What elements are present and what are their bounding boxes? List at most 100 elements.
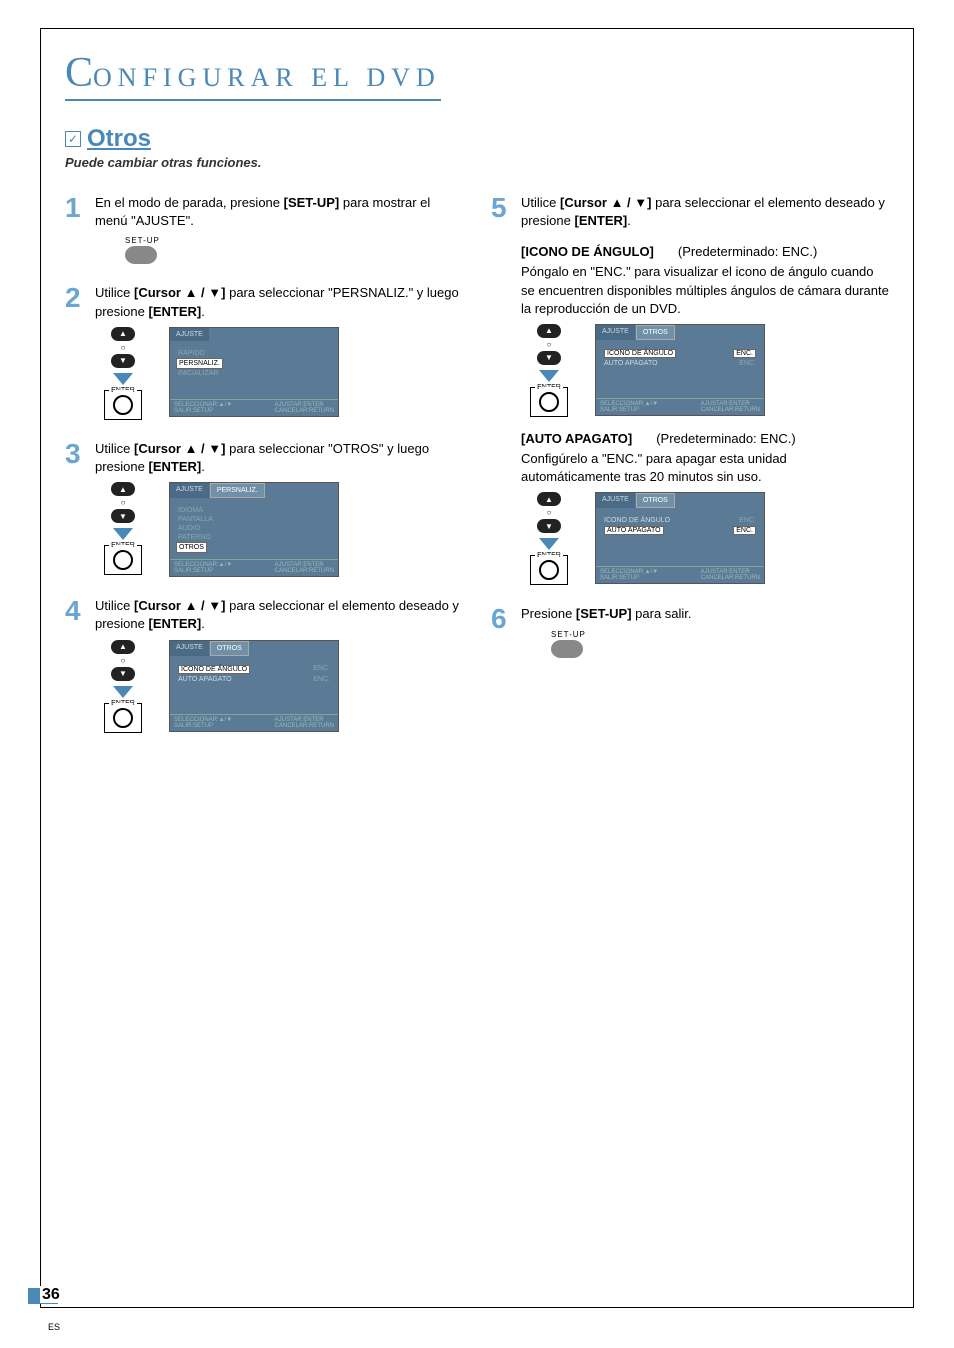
osd-footer-right: AJUSTAR:ENTERCANCELAR:RETURN	[701, 401, 760, 413]
setup-button-icon	[125, 246, 157, 264]
remote-ring-icon: ○	[121, 656, 126, 665]
step: 2Utilice [Cursor ▲ / ▼] para seleccionar…	[65, 284, 463, 419]
osd-footer: SELECCIONAR:▲/▼SALIR:SETUPAJUSTAR:ENTERC…	[170, 559, 338, 576]
osd-item: PERSNALIZ.	[176, 358, 223, 369]
osd-menu: AJUSTEPERSNALIZ.IDIOMAPANTALLAAUDIOPATER…	[169, 482, 339, 577]
remote-enter-label: ENTER	[109, 700, 137, 707]
osd-body: ICONO DE ÁNGULO ENC.AUTO APAGATOENC.	[170, 656, 338, 714]
osd-row-value: ENC.	[733, 349, 756, 358]
otros-header: ✓ Otros	[65, 125, 889, 153]
remote-control: ▲○▼ENTER	[95, 640, 151, 733]
remote-enter-label: ENTER	[109, 387, 137, 394]
remote-ring-icon: ○	[547, 340, 552, 349]
osd-footer-left: SELECCIONAR:▲/▼SALIR:SETUP	[174, 402, 232, 414]
remote-control: ▲○▼ENTER	[95, 327, 151, 420]
osd-row-key: AUTO APAGATO	[604, 526, 664, 535]
osd-row-key: AUTO APAGATO	[178, 676, 232, 683]
remote-osd-row: ▲○▼ENTERAJUSTEOTROSICONO DE ÁNGULOENC.AU…	[521, 492, 889, 585]
osd-row-key: ICONO DE ÁNGULO	[604, 517, 670, 524]
remote-down-button: ▼	[111, 509, 135, 523]
remote-enter-group: ENTER	[530, 555, 568, 585]
right-column: 5Utilice [Cursor ▲ / ▼] para seleccionar…	[491, 194, 889, 753]
step-text: Utilice [Cursor ▲ / ▼] para seleccionar …	[95, 597, 463, 633]
remote-enter-group: ENTER	[104, 703, 142, 733]
osd-row: AUTO APAGATO ENC.	[602, 525, 758, 536]
osd-tab: AJUSTE	[170, 641, 209, 656]
remote-enter-group: ENTER	[530, 387, 568, 417]
osd-footer-left: SELECCIONAR:▲/▼SALIR:SETUP	[600, 569, 658, 581]
arrow-down-icon	[539, 538, 559, 550]
setup-button-group: SET-UP	[551, 630, 889, 658]
step-text: Utilice [Cursor ▲ / ▼] para seleccionar …	[521, 194, 889, 230]
remote-enter-label: ENTER	[109, 542, 137, 549]
osd-tab: AJUSTE	[170, 328, 209, 341]
osd-row-value: ENC.	[733, 526, 756, 535]
osd-menu: AJUSTEOTROSICONO DE ÁNGULOENC.AUTO APAGA…	[595, 492, 765, 584]
osd-tab: OTROS	[210, 641, 249, 656]
step-body: Utilice [Cursor ▲ / ▼] para seleccionar …	[521, 194, 889, 585]
otros-subtitle: Puede cambiar otras funciones.	[65, 155, 889, 170]
osd-row-value: ENC.	[739, 517, 756, 524]
left-column: 1 En el modo de parada, presione [SET-UP]…	[65, 194, 463, 753]
section-title-cap: C	[65, 50, 93, 96]
osd-row: AUTO APAGATOENC.	[176, 675, 332, 684]
osd-row: ICONO DE ÁNGULO ENC.	[176, 664, 332, 675]
step-number: 1	[65, 194, 85, 222]
remote-up-button: ▲	[111, 327, 135, 341]
osd-row: ICONO DE ÁNGULOENC.	[602, 348, 758, 359]
osd-row-key: ICONO DE ÁNGULO	[178, 665, 250, 674]
osd-footer-left: SELECCIONAR:▲/▼SALIR:SETUP	[174, 717, 232, 729]
setup-button-label: SET-UP	[125, 236, 463, 245]
step-body: Utilice [Cursor ▲ / ▼] para seleccionar …	[95, 597, 463, 732]
page-number-value: 36	[40, 1286, 62, 1303]
remote-osd-row: ▲○▼ENTERAJUSTEPERSNALIZ.IDIOMAPANTALLAAU…	[95, 482, 463, 577]
osd-item: PANTALLA	[176, 515, 332, 524]
osd-footer-left: SELECCIONAR:▲/▼SALIR:SETUP	[174, 562, 232, 574]
page-lang: ES	[48, 1322, 62, 1332]
remote-enter-button	[113, 550, 133, 570]
key-reference: [ENTER]	[148, 616, 201, 631]
osd-tabs: AJUSTEOTROS	[596, 325, 764, 340]
setting-name: [ICONO DE ÁNGULO]	[521, 244, 654, 259]
remote-enter-label: ENTER	[535, 552, 563, 559]
remote-enter-button	[113, 708, 133, 728]
remote-control: ▲○▼ENTER	[95, 482, 151, 575]
arrow-down-icon	[113, 373, 133, 385]
content-columns: 1 En el modo de parada, presione [SET-UP]…	[65, 194, 889, 753]
setup-button-label: SET-UP	[551, 630, 889, 639]
key-reference: [Cursor ▲ / ▼]	[134, 285, 225, 300]
osd-menu: AJUSTEOTROSICONO DE ÁNGULOENC.AUTO APAGA…	[169, 640, 339, 732]
osd-footer: SELECCIONAR:▲/▼SALIR:SETUP AJUSTAR:ENTERC…	[596, 398, 764, 415]
key-reference: [Cursor ▲ / ▼]	[134, 598, 225, 613]
step-body: En el modo de parada, presione [SET-UP] …	[95, 194, 463, 264]
osd-row-key: AUTO APAGATO	[604, 360, 658, 367]
step-body: Utilice [Cursor ▲ / ▼] para seleccionar …	[95, 284, 463, 419]
section-title-rest: ONFIGURAR EL DVD	[93, 63, 441, 92]
osd-tab: OTROS	[636, 493, 675, 508]
step: 6Presione [SET-UP] para salir.SET-UP	[491, 605, 889, 657]
osd-tab: AJUSTE	[596, 325, 635, 340]
remote-down-button: ▼	[111, 667, 135, 681]
step-body: Utilice [Cursor ▲ / ▼] para seleccionar …	[95, 440, 463, 577]
osd-tab: AJUSTE	[170, 483, 209, 498]
osd-tabs: AJUSTE	[170, 328, 338, 341]
remote-up-button: ▲	[111, 482, 135, 496]
step: 1 En el modo de parada, presione [SET-UP]…	[65, 194, 463, 264]
osd-footer: SELECCIONAR:▲/▼SALIR:SETUPAJUSTAR:ENTERC…	[170, 714, 338, 731]
setting-name: [AUTO APAGATO]	[521, 431, 632, 446]
section-title: CONFIGURAR EL DVD	[65, 49, 889, 125]
osd-row-value: ENC.	[313, 665, 330, 674]
setup-button-icon	[551, 640, 583, 658]
otros-title: Otros	[87, 125, 151, 153]
arrow-down-icon	[113, 686, 133, 698]
osd-item: OTROS	[176, 542, 207, 553]
page-frame: CONFIGURAR EL DVD ✓ Otros Puede cambiar …	[40, 28, 914, 1308]
key-reference: [SET-UP]	[284, 195, 340, 210]
step-number: 6	[491, 605, 511, 633]
osd-footer-left: SELECCIONAR:▲/▼SALIR:SETUP	[600, 401, 658, 413]
key-reference: [ENTER]	[574, 213, 627, 228]
step-text: En el modo de parada, presione [SET-UP] …	[95, 194, 463, 230]
step: 5Utilice [Cursor ▲ / ▼] para seleccionar…	[491, 194, 889, 585]
remote-down-button: ▼	[537, 519, 561, 533]
remote-ring-icon: ○	[121, 343, 126, 352]
